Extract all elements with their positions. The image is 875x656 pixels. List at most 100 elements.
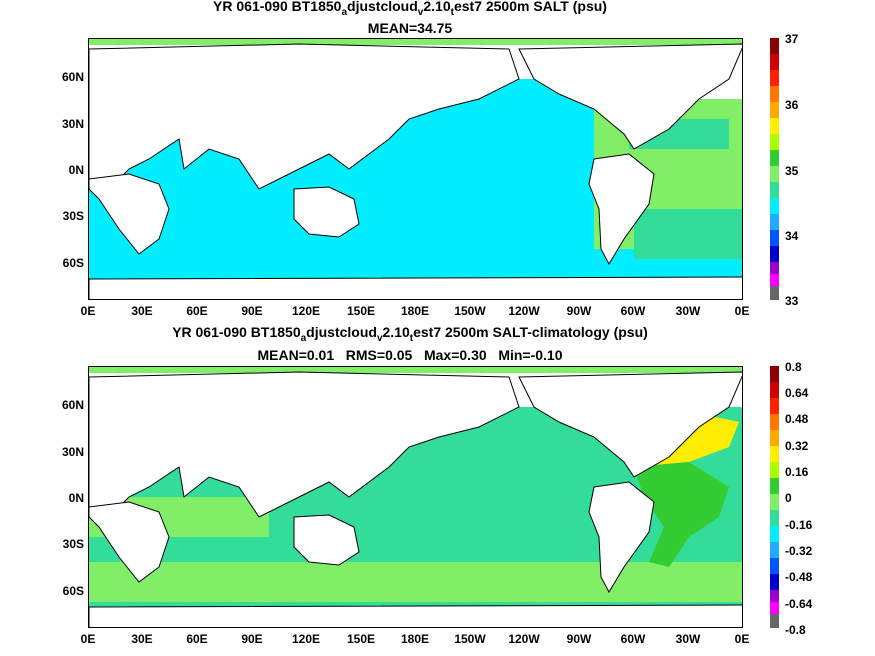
panel2-colorbar-label: 0.32 — [785, 439, 809, 453]
panel2-lat-label: 0N — [68, 491, 84, 505]
panel1-lon-label: 120E — [291, 304, 321, 318]
panel2-lat-label: 30N — [61, 445, 84, 459]
panel1-lon-label: 120W — [508, 304, 540, 318]
panel2-lon-label: 30W — [675, 632, 701, 646]
panel2-colorbar-label: 0.48 — [785, 412, 809, 426]
panel2-lon-label: 60E — [186, 632, 208, 646]
panel2-southern-band — [89, 562, 742, 602]
panel1-lon-label: 90E — [241, 304, 263, 318]
panel1-south-america-land — [588, 153, 655, 266]
panel1-lon-label: 0E — [734, 304, 750, 318]
panel1-colorbar-label: 37 — [785, 32, 799, 46]
panel2-colorbar-label: 0.64 — [785, 386, 809, 400]
colorbar-swatch — [770, 54, 779, 70]
panel2-colorbar-label: -0.8 — [785, 623, 806, 637]
colorbar-swatch — [770, 214, 779, 230]
panel1-stats: MEAN=34.75 — [367, 20, 453, 36]
colorbar-swatch — [770, 166, 779, 182]
panel1-lat-label: 30N — [61, 117, 84, 131]
panel2-lon-label: 0E — [734, 632, 750, 646]
panel1-lon-label: 150W — [454, 304, 486, 318]
panel2-lon-label: 90E — [241, 632, 263, 646]
colorbar-swatch — [770, 542, 779, 558]
panel2-map-svg — [89, 367, 742, 627]
panel2-australia-land — [293, 514, 360, 566]
panel2-lat-label: 60S — [62, 584, 84, 598]
panel2-colorbar-label: -0.64 — [785, 597, 813, 611]
colorbar-swatch — [770, 494, 779, 510]
colorbar-swatch — [770, 478, 779, 494]
colorbar-swatch — [770, 198, 779, 214]
panel2-lon-label: 150E — [346, 632, 376, 646]
panel1-lat-label: 60N — [61, 70, 84, 84]
colorbar-swatch — [770, 574, 779, 590]
colorbar-swatch — [770, 246, 779, 262]
colorbar-swatch — [770, 134, 779, 150]
panel1-colorbar-label: 36 — [785, 98, 799, 112]
colorbar-swatch — [770, 398, 779, 414]
panel2-lon-label: 30E — [131, 632, 153, 646]
panel1-lon-label: 150E — [346, 304, 376, 318]
colorbar-swatch — [770, 118, 779, 134]
colorbar-swatch — [770, 446, 779, 462]
colorbar-swatch — [770, 230, 779, 246]
panel1-eurasia-land — [89, 43, 520, 190]
panel2-map — [88, 366, 743, 628]
panel2-south-america-land — [588, 481, 655, 594]
panel1-atlantic-south — [634, 209, 742, 259]
panel2-arctic-strip — [89, 367, 742, 373]
colorbar-swatch — [770, 274, 779, 286]
panel1-title: YR 061-090 BT1850adjustcloudv2.10test7 2… — [213, 0, 607, 18]
panel1-africa-land — [89, 173, 170, 255]
panel1-lat-label: 30S — [62, 209, 84, 223]
colorbar-swatch — [770, 366, 779, 382]
panel1-lon-label: 0E — [80, 304, 96, 318]
panel2-colorbar-label: 0.8 — [785, 360, 802, 374]
panel1-map-svg — [89, 39, 742, 299]
panel2-colorbar-label: 0 — [785, 491, 792, 505]
colorbar-swatch — [770, 38, 779, 54]
panel1-north-america-land — [518, 43, 742, 150]
panel1-lon-label: 30W — [675, 304, 701, 318]
panel1-lon-label: 30E — [131, 304, 153, 318]
panel1-lat-label: 0N — [68, 163, 84, 177]
colorbar-swatch — [770, 614, 779, 628]
panel2-stats: MEAN=0.01 RMS=0.05 Max=0.30 Min=-0.10 — [257, 347, 563, 363]
colorbar-swatch — [770, 430, 779, 446]
colorbar-swatch — [770, 262, 779, 274]
panel2-antarctica-land — [89, 604, 742, 627]
panel1-lon-label: 60E — [186, 304, 208, 318]
colorbar-swatch — [770, 510, 779, 526]
colorbar-swatch — [770, 150, 779, 166]
panel2-title: YR 061-090 BT1850adjustcloudv2.10test7 2… — [172, 324, 648, 344]
panel2-lat-label: 30S — [62, 537, 84, 551]
colorbar-swatch — [770, 414, 779, 430]
colorbar-swatch — [770, 102, 779, 118]
panel2-atlantic-green-tongue — [634, 462, 729, 567]
colorbar-swatch — [770, 590, 779, 602]
panel1-lon-label: 180E — [400, 304, 430, 318]
panel2-lon-label: 120W — [508, 632, 540, 646]
panel2-lon-label: 0E — [80, 632, 96, 646]
panel1-lon-label: 60W — [620, 304, 646, 318]
panel1-arctic-strip — [89, 39, 742, 45]
colorbar-swatch — [770, 382, 779, 398]
panel1-lat-label: 60S — [62, 256, 84, 270]
panel2-colorbar-label: -0.16 — [785, 518, 813, 532]
colorbar-swatch — [770, 70, 779, 86]
panel2-lon-label: 90W — [566, 632, 592, 646]
colorbar-swatch — [770, 286, 779, 300]
panel2-lon-label: 120E — [291, 632, 321, 646]
colorbar-swatch — [770, 462, 779, 478]
panel1-map — [88, 38, 743, 300]
colorbar-swatch — [770, 558, 779, 574]
panel1-lon-label: 90W — [566, 304, 592, 318]
panel2-lat-label: 60N — [61, 398, 84, 412]
panel1-australia-land — [293, 186, 360, 238]
panel2-eurasia-land — [89, 371, 520, 518]
colorbar-swatch — [770, 182, 779, 198]
panel2-north-america-land — [518, 371, 742, 478]
colorbar-swatch — [770, 86, 779, 102]
panel2-africa-land — [89, 501, 170, 583]
panel2-colorbar-label: 0.16 — [785, 465, 809, 479]
